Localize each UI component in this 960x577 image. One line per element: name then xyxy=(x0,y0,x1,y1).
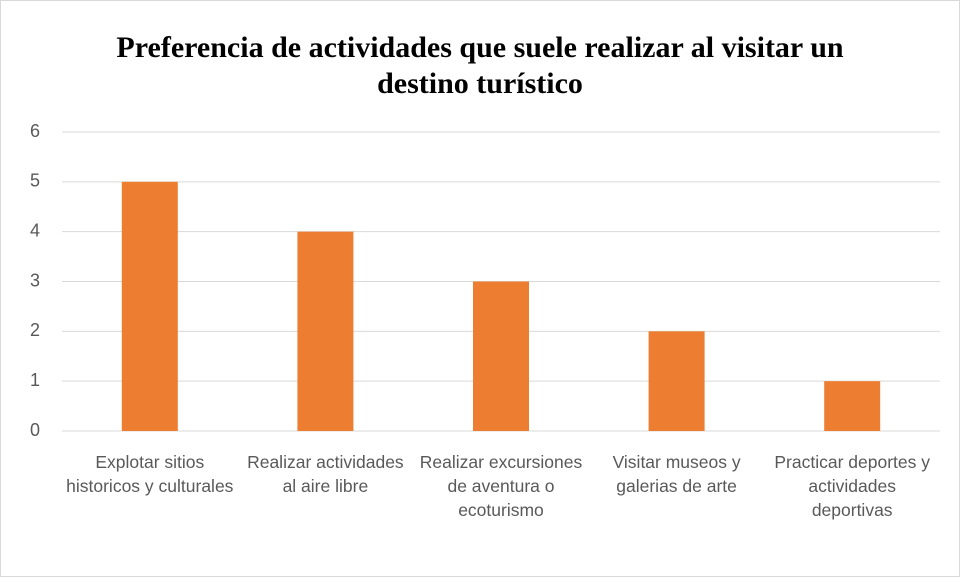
y-tick-label: 2 xyxy=(30,320,40,340)
bar xyxy=(473,281,529,431)
bar xyxy=(297,231,354,431)
bar xyxy=(121,181,178,431)
y-tick-label: 0 xyxy=(30,420,40,440)
y-tick-label: 6 xyxy=(30,121,40,141)
y-tick-label: 5 xyxy=(30,171,40,191)
y-tick-label: 1 xyxy=(30,370,40,390)
x-tick-label: Realizar excursiones de aventura o ecotu… xyxy=(419,452,583,520)
x-tick-label: Practicar deportes y actividades deporti… xyxy=(774,452,930,520)
chart-title: Preferencia de actividades que suele rea… xyxy=(116,31,844,100)
bar xyxy=(648,331,705,431)
y-tick-label: 4 xyxy=(30,220,40,240)
bar xyxy=(824,381,881,431)
y-tick-label: 3 xyxy=(30,270,40,290)
x-tick-label: Explotar sitios historicos y culturales xyxy=(66,452,234,496)
x-tick-label: Realizar actividades al aire libre xyxy=(247,452,404,496)
x-tick-label: Visitar museos y galerias de arte xyxy=(612,452,741,496)
